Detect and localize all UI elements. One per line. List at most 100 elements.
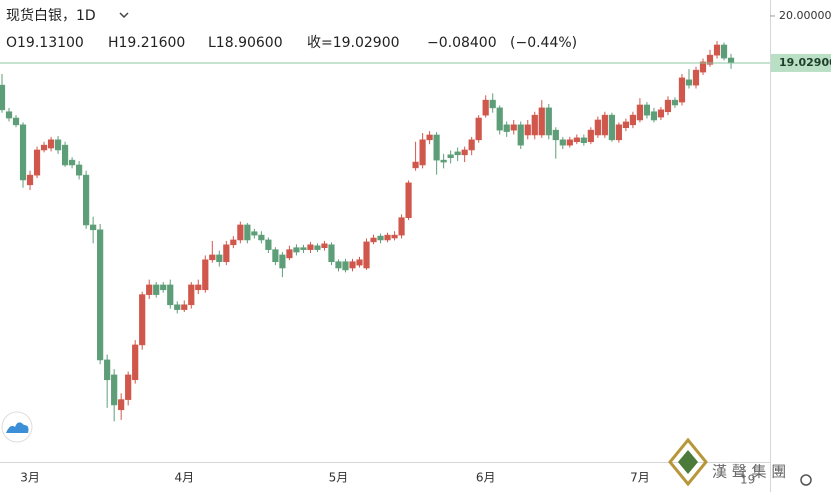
legend-high: H19.21600 bbox=[108, 35, 185, 51]
candle-body bbox=[125, 374, 132, 400]
candle-body bbox=[132, 344, 139, 381]
candle-body bbox=[685, 79, 693, 86]
candle-body bbox=[251, 231, 258, 236]
candle-body bbox=[482, 99, 489, 116]
candle-body bbox=[692, 69, 700, 86]
candle-body bbox=[664, 99, 672, 113]
candle-body bbox=[19, 124, 27, 181]
candle-body bbox=[377, 235, 384, 241]
x-tick-label: 5月 bbox=[329, 471, 349, 485]
candle-body bbox=[384, 234, 391, 241]
candle-body bbox=[678, 77, 686, 103]
last-price-box bbox=[771, 53, 831, 72]
candle-body bbox=[146, 284, 153, 295]
candle-body bbox=[118, 399, 125, 411]
candle-body bbox=[293, 247, 300, 253]
candle-body bbox=[475, 117, 482, 141]
candle-body bbox=[90, 224, 97, 231]
candle-body bbox=[153, 284, 160, 295]
candle-body bbox=[216, 254, 223, 263]
candle-body bbox=[636, 104, 644, 121]
candle-body bbox=[209, 254, 216, 261]
watermark-logo bbox=[668, 437, 708, 487]
candle-body bbox=[111, 374, 118, 406]
dropdown-chevron[interactable] bbox=[119, 12, 129, 19]
candle-body bbox=[321, 243, 328, 248]
last-price-label: 19.02900 bbox=[779, 56, 831, 69]
candle-body bbox=[83, 174, 90, 226]
candle-body bbox=[356, 259, 363, 266]
candle-body bbox=[650, 111, 658, 121]
candle-body bbox=[629, 114, 636, 126]
candle-body bbox=[69, 159, 76, 166]
candle-body bbox=[104, 359, 111, 381]
candle-body bbox=[552, 129, 559, 141]
candle-body bbox=[237, 224, 244, 241]
candle-body bbox=[447, 154, 454, 159]
y-tick-label: 20.00000 bbox=[779, 9, 831, 22]
candle-body bbox=[496, 107, 503, 131]
candle-body bbox=[195, 284, 202, 291]
candle-body bbox=[0, 84, 6, 111]
candle-body bbox=[188, 284, 195, 306]
candle-body bbox=[559, 139, 566, 146]
candle-body bbox=[223, 244, 230, 263]
x-tick-label: 4月 bbox=[174, 471, 194, 485]
candle-body bbox=[440, 159, 447, 163]
settings-icon[interactable] bbox=[800, 474, 812, 486]
candle-body bbox=[202, 259, 209, 291]
candle-body bbox=[265, 239, 272, 250]
candle-body bbox=[342, 261, 349, 271]
candle-body bbox=[454, 151, 461, 156]
candle-body bbox=[608, 114, 615, 141]
chart-title: 现货白银，1D bbox=[6, 7, 96, 24]
candle-body bbox=[727, 57, 735, 64]
candle-body bbox=[349, 261, 356, 269]
candle-body bbox=[615, 124, 622, 141]
candle-body bbox=[461, 149, 468, 156]
candle-body bbox=[167, 284, 174, 306]
candle-body bbox=[622, 121, 629, 129]
watermark: 漢 聲 集 團 bbox=[712, 463, 786, 481]
candle-body bbox=[433, 134, 440, 161]
candle-body bbox=[517, 124, 524, 146]
candle-body bbox=[139, 294, 146, 346]
candle-body bbox=[5, 111, 13, 119]
x-tick-label: 3月 bbox=[20, 471, 40, 485]
candle-body bbox=[61, 144, 69, 166]
candle-body bbox=[524, 124, 531, 136]
legend-low: L18.90600 bbox=[208, 35, 283, 51]
candle-body bbox=[272, 249, 279, 263]
candle-body bbox=[174, 304, 181, 310]
candle-body bbox=[468, 139, 475, 151]
legend-change: −0.08400 bbox=[427, 35, 497, 51]
candle-body bbox=[335, 261, 342, 269]
series-logo bbox=[1, 411, 33, 443]
candle-body bbox=[160, 284, 167, 291]
candle-body bbox=[580, 137, 587, 144]
candle-body bbox=[601, 114, 608, 136]
candle-body bbox=[657, 109, 665, 118]
candle-body bbox=[54, 139, 62, 151]
candle-body bbox=[566, 139, 573, 146]
candle-body bbox=[363, 241, 370, 269]
candle-body bbox=[531, 114, 538, 136]
legend-close: 收=19.02900 bbox=[307, 35, 400, 51]
candle-body bbox=[26, 174, 34, 186]
candle-body bbox=[370, 237, 377, 243]
candle-body bbox=[594, 119, 601, 136]
candle-body bbox=[699, 61, 707, 73]
candle-body bbox=[97, 229, 104, 361]
candle-body bbox=[286, 249, 293, 259]
candle-body bbox=[706, 54, 714, 65]
candle-body bbox=[300, 247, 307, 250]
candle-body bbox=[426, 134, 433, 141]
candle-body bbox=[713, 44, 721, 56]
candle-body bbox=[12, 117, 20, 126]
candle-body bbox=[538, 107, 545, 136]
candle-body bbox=[573, 137, 580, 143]
candle-body bbox=[328, 244, 335, 263]
legend-open: O19.13100 bbox=[6, 35, 84, 51]
candle-body bbox=[181, 304, 188, 310]
